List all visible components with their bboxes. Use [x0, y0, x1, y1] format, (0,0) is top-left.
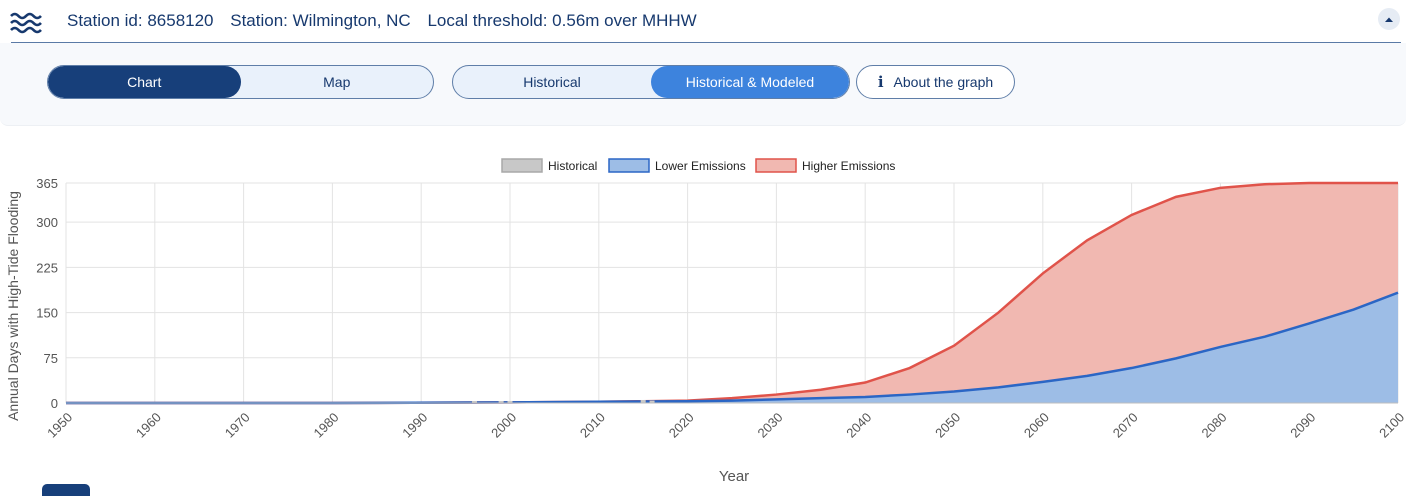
bottom-tab[interactable]	[42, 484, 90, 496]
y-tick-label: 365	[36, 176, 58, 191]
x-tick-label: 1970	[222, 410, 253, 441]
historical-button[interactable]: Historical	[523, 74, 581, 90]
x-tick-label: 2040	[843, 410, 874, 441]
historical-modeled-button[interactable]: Historical & Modeled	[651, 66, 849, 98]
x-tick-label: 2000	[488, 410, 519, 441]
lower-emissions-area	[66, 292, 1398, 403]
waves-icon	[10, 12, 42, 34]
station-header: Station id: 8658120 Station: Wilmington,…	[0, 0, 1406, 44]
y-tick-label: 300	[36, 215, 58, 230]
x-tick-label: 2100	[1376, 410, 1406, 441]
legend-swatch	[608, 158, 650, 173]
legend-label: Higher Emissions	[802, 159, 895, 173]
y-tick-label: 225	[36, 260, 58, 275]
x-tick-label: 1990	[399, 410, 430, 441]
x-tick-label: 2020	[666, 410, 697, 441]
about-graph-label: About the graph	[893, 74, 994, 90]
x-tick-label: 2090	[1287, 410, 1318, 441]
about-graph-button[interactable]: i About the graph	[856, 65, 1015, 99]
station-name: Station: Wilmington, NC	[230, 11, 411, 30]
chart-view-button[interactable]: Chart	[48, 66, 241, 98]
x-axis-title: Year	[719, 468, 749, 485]
y-tick-label: 150	[36, 306, 58, 321]
station-info: Station id: 8658120 Station: Wilmington,…	[67, 11, 709, 31]
flooding-chart: 0 75 150 225 300 365 1950 1960 1970 1980 1990 2000 2…	[5, 158, 1406, 485]
x-tick-label: 2050	[932, 410, 963, 441]
x-tick-label: 2030	[755, 410, 786, 441]
x-tick-label: 2060	[1021, 410, 1052, 441]
x-tick-label: 2080	[1199, 410, 1230, 441]
header-divider	[11, 42, 1401, 43]
map-view-button[interactable]: Map	[323, 74, 351, 90]
x-tick-label: 2010	[577, 410, 608, 441]
y-axis-title: Annual Days with High-Tide Flooding	[5, 191, 21, 421]
lower-emissions-line	[66, 291, 1399, 405]
x-tick-label: 1980	[311, 410, 342, 441]
chart-toolbar: Chart Map Historical Historical & Modele…	[0, 43, 1406, 126]
station-threshold: Local threshold: 0.56m over MHHW	[427, 11, 697, 30]
legend-label: Historical	[548, 159, 597, 173]
station-id: Station id: 8658120	[67, 11, 214, 30]
historical-bar	[507, 401, 513, 403]
chevron-up-icon	[1385, 17, 1393, 22]
historical-bar	[649, 400, 655, 403]
data-toggle: Historical Historical & Modeled	[452, 65, 850, 99]
historical-bar	[498, 401, 504, 403]
legend-label: Lower Emissions	[655, 159, 746, 173]
historical-bar	[640, 399, 646, 403]
x-tick-label: 1950	[44, 410, 75, 441]
legend-swatch	[501, 158, 543, 173]
x-tick-label: 1960	[133, 410, 164, 441]
y-tick-label: 0	[51, 396, 58, 411]
collapse-button[interactable]	[1378, 8, 1400, 30]
x-tick-label: 2070	[1110, 410, 1141, 441]
view-toggle: Chart Map	[47, 65, 434, 99]
historical-bar	[471, 401, 477, 403]
info-icon: i	[877, 73, 884, 91]
legend-swatch	[755, 158, 797, 173]
higher-emissions-area	[66, 183, 1398, 403]
y-tick-label: 75	[44, 351, 58, 366]
